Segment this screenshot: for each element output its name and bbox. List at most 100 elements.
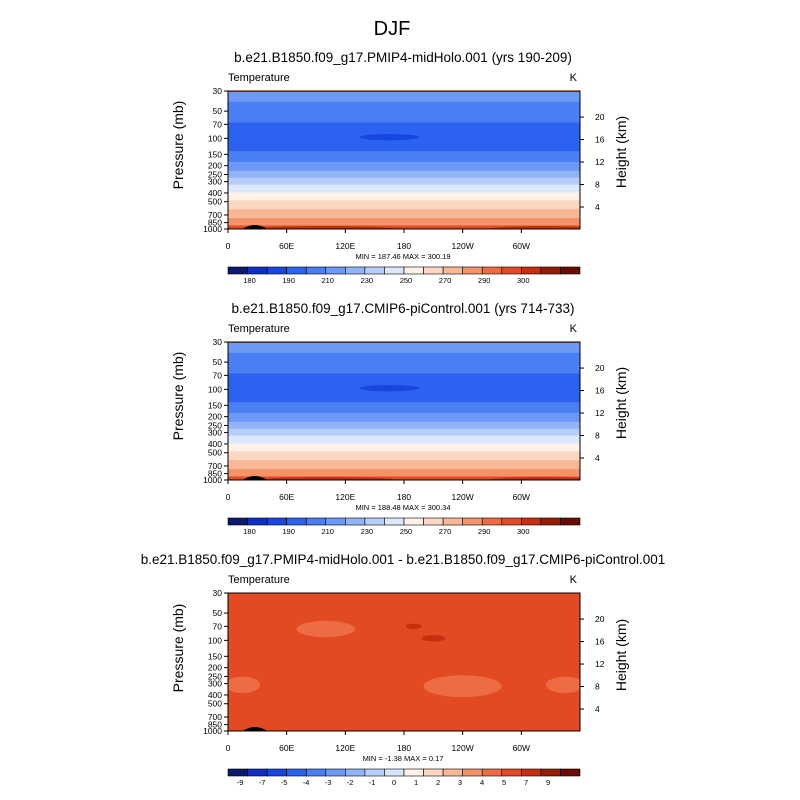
pressure-tick-label: 100 [208,133,222,143]
panel-2-colorbar: 180 190 210 230 250 270 290 300 [227,517,581,536]
panel-1-stats: MIN = 187.46 MAX = 300.19 [355,252,450,261]
colorbar-swatch [521,266,542,275]
panel-3-colorbar: -9 -7 -5 -4 -3 -2 -1 0 1 2 3 4 5 7 9 [227,768,581,787]
colorbar-swatch [305,517,327,526]
colorbar-label: 180 [243,276,256,285]
colorbar-swatch [481,266,503,275]
panel-3-variable-label: Temperature [228,574,290,586]
colorbar-swatch [540,768,561,777]
colorbar-swatch [403,266,424,275]
height-tick-label: 4 [595,453,600,463]
contour-band [228,91,580,93]
colorbar-swatch [266,266,287,275]
panel-1-field [228,91,580,229]
colorbar-label: 270 [439,276,452,285]
colorbar-swatch [227,266,248,275]
colorbar-swatch [266,517,287,526]
difference-background [228,593,580,731]
height-tick-label: 8 [595,431,600,441]
height-tick-label: 4 [595,202,600,212]
colorbar-swatch [423,768,444,777]
height-tick-label: 12 [595,659,605,669]
colorbar-swatch [325,517,346,526]
height-tick-label: 12 [595,157,605,167]
pressure-tick-label: 500 [208,699,222,709]
contour-band [228,161,580,172]
surface-warm-patch [255,226,396,229]
panel-3-ylabel: Pressure (mb) [170,604,186,693]
surface-warm-patch [255,477,396,480]
anomaly-region-5 [405,623,422,630]
longitude-tick-label: 120W [452,743,474,753]
colorbar-swatch [403,768,424,777]
panel-1-units-label: K [570,72,578,84]
colorbar-swatch [481,517,503,526]
colorbar-swatch [364,517,385,526]
colorbar-swatch [521,768,542,777]
panel-2-title: b.e21.B1850.f09_g17.CMIP6-piControl.001 … [232,301,575,316]
height-tick-label: 20 [595,363,605,373]
colorbar-label: -7 [259,778,266,787]
panel-2-variable-label: Temperature [228,323,290,335]
topography [242,727,268,731]
longitude-tick-label: 120E [335,241,355,251]
pressure-tick-label: 700 [208,712,222,722]
colorbar-swatch [384,266,405,275]
colorbar-swatch [305,266,327,275]
contour-band [228,443,580,453]
height-tick-label: 12 [595,408,605,418]
contour-band [228,218,580,226]
contour-band [228,352,580,375]
pressure-tick-label: 200 [208,412,222,422]
pressure-tick-label: 1000 [203,224,222,234]
page-title: DJF [374,18,411,40]
pressure-tick-label: 250 [208,420,222,430]
colorbar-swatch [364,266,385,275]
longitude-tick-label: 180 [397,743,411,753]
colorbar-swatch [560,266,581,275]
colorbar-label: -9 [237,778,244,787]
colorbar-label: 210 [321,276,334,285]
contour-band [228,170,580,179]
colorbar-swatch [540,266,561,275]
colorbar-swatch [384,768,405,777]
longitude-tick-label: 0 [226,743,231,753]
colorbar-swatch [364,768,385,777]
pressure-tick-label: 700 [208,461,222,471]
colorbar-label: 190 [282,276,295,285]
colorbar-swatch [462,517,483,526]
colorbar-swatch [462,768,483,777]
pressure-tick-label: 850 [208,469,222,479]
pressure-tick-label: 100 [208,384,222,394]
colorbar-swatch [247,266,268,275]
height-tick-label: 20 [595,614,605,624]
longitude-tick-label: 60W [513,492,530,502]
panel-3-field [228,593,580,731]
colorbar-label: 0 [392,778,396,787]
colorbar-label: 250 [400,527,413,536]
surface-warm-patch [490,477,580,480]
height-tick-label: 8 [595,682,600,692]
colorbar-label: 9 [546,778,550,787]
colorbar-swatch [423,517,444,526]
pressure-tick-label: 300 [208,679,222,689]
contour-band [228,184,580,194]
colorbar-swatch [384,517,405,526]
colorbar-label: 230 [361,527,374,536]
anomaly-region-4 [545,676,580,694]
surface-band [228,226,580,229]
pressure-tick-label: 150 [208,400,222,410]
height-tick-label: 16 [595,386,605,396]
pressure-tick-label: 850 [208,720,222,730]
colorbar-label: 270 [439,527,452,536]
height-tick-label: 4 [595,704,600,714]
surface-band [228,477,580,480]
panel-2-stats: MIN = 188.48 MAX = 300.34 [355,503,450,512]
anomaly-region-6 [421,635,446,642]
panel-3-y2label: Height (km) [613,619,629,691]
longitude-tick-label: 0 [226,492,231,502]
panel-1-variable-label: Temperature [228,72,290,84]
contour-band [228,91,580,103]
topography [242,476,268,480]
longitude-tick-label: 120E [335,743,355,753]
